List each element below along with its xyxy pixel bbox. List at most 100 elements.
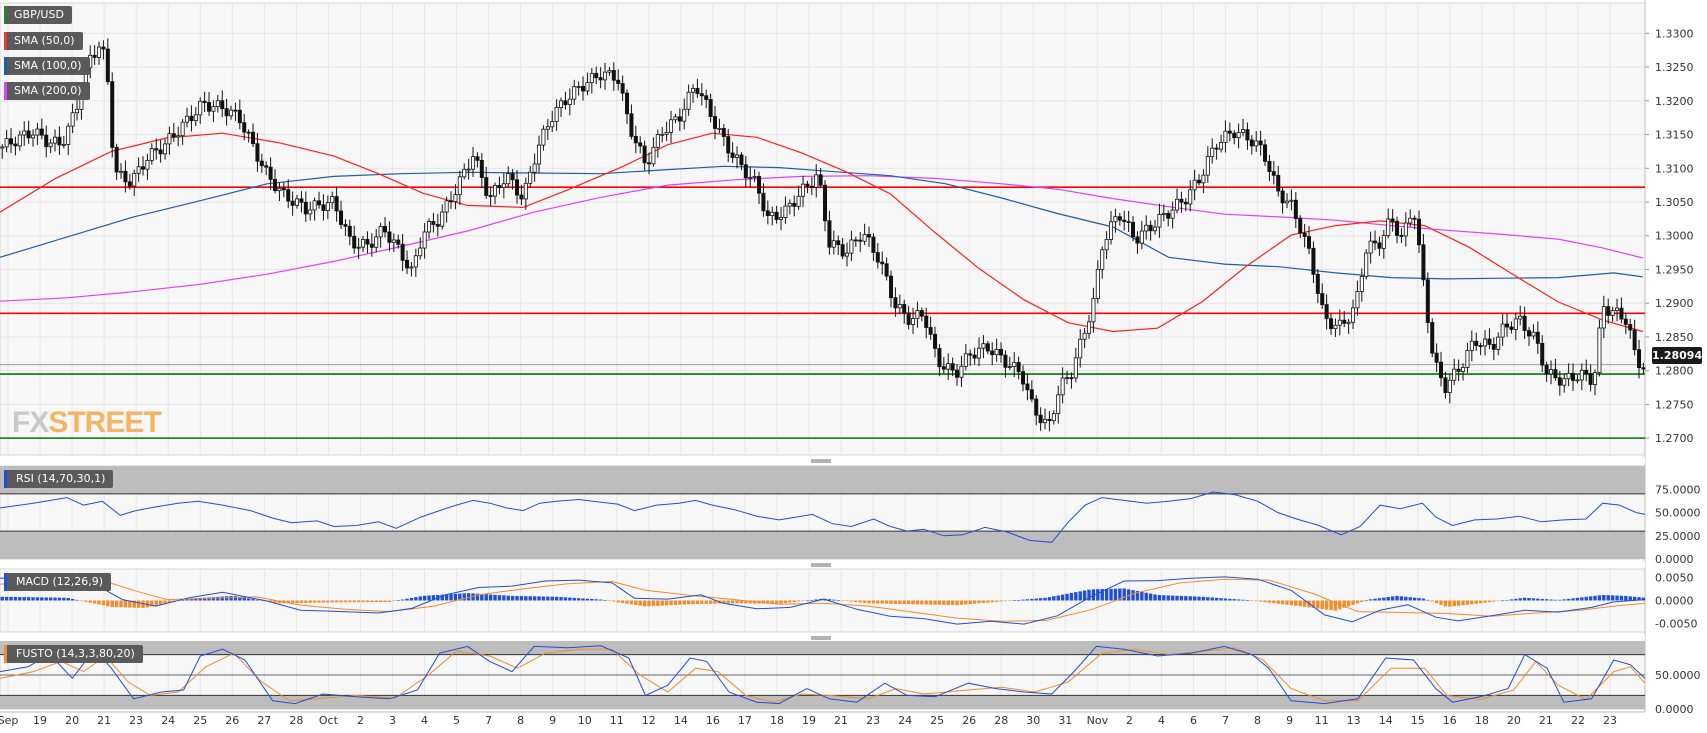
candle-body bbox=[1007, 366, 1012, 368]
candle-body bbox=[277, 187, 282, 192]
macd-histogram-bar bbox=[136, 600, 141, 608]
macd-histogram-bar bbox=[79, 600, 84, 602]
legend-item-sma100[interactable]: SMA (100,0) bbox=[4, 57, 90, 75]
candle-body bbox=[4, 138, 9, 148]
macd-histogram-bar bbox=[581, 598, 585, 601]
candle-body bbox=[1597, 327, 1602, 374]
macd-tick-label: 0.0000 bbox=[1655, 595, 1694, 608]
macd-label[interactable]: MACD (12,26,9) bbox=[4, 573, 112, 591]
macd-histogram-bar bbox=[150, 600, 154, 607]
macd-histogram-bar bbox=[1584, 596, 1588, 601]
macd-histogram-bar bbox=[1536, 598, 1540, 601]
candle-body bbox=[215, 100, 220, 107]
candle-body bbox=[154, 148, 159, 151]
macd-histogram-bar bbox=[1091, 589, 1096, 601]
candle-body bbox=[9, 138, 14, 145]
candle-body bbox=[453, 194, 458, 203]
legend-item-symbol[interactable]: GBP/USD bbox=[4, 6, 72, 24]
macd-histogram-bar bbox=[744, 600, 748, 604]
candle-body bbox=[308, 209, 313, 215]
candle-body bbox=[1285, 200, 1290, 204]
candle-body bbox=[1500, 323, 1505, 338]
rsi-tick-label: 50.0000 bbox=[1655, 507, 1701, 520]
macd-histogram-bar bbox=[946, 600, 950, 605]
candle-body bbox=[726, 136, 731, 154]
macd-histogram-bar bbox=[44, 597, 48, 601]
macd-histogram-bar bbox=[528, 596, 532, 601]
candle-body bbox=[761, 192, 766, 212]
macd-histogram-bar bbox=[1628, 596, 1632, 601]
candle-body bbox=[1065, 377, 1070, 379]
legend-item-sma50[interactable]: SMA (50,0) bbox=[4, 32, 83, 50]
candle-body bbox=[295, 198, 300, 206]
rsi-label[interactable]: RSI (14,70,30,1) bbox=[4, 470, 114, 488]
macd-histogram-bar bbox=[933, 600, 937, 605]
macd-histogram-bar bbox=[598, 599, 603, 601]
macd-histogram-bar bbox=[585, 598, 590, 601]
x-tick-label: 8 bbox=[1254, 714, 1261, 727]
macd-histogram-bar bbox=[1549, 599, 1553, 601]
candle-body bbox=[1241, 129, 1246, 133]
macd-histogram-bar bbox=[1412, 597, 1417, 601]
candle-body bbox=[629, 113, 634, 137]
candle-body bbox=[805, 183, 810, 187]
candle-body bbox=[1315, 273, 1320, 294]
candle-body bbox=[1117, 216, 1122, 221]
macd-histogram-bar bbox=[1329, 600, 1333, 611]
macd-histogram-bar bbox=[713, 600, 717, 604]
candle-body bbox=[123, 170, 128, 183]
candle-body bbox=[792, 202, 797, 207]
candle-body bbox=[1298, 218, 1303, 234]
macd-histogram-bar bbox=[814, 599, 818, 601]
macd-histogram-bar bbox=[920, 600, 924, 605]
macd-histogram-bar bbox=[475, 593, 480, 601]
candle-body bbox=[1302, 232, 1307, 237]
macd-histogram-bar bbox=[1456, 600, 1461, 606]
x-tick-label: 23 bbox=[129, 714, 143, 727]
stoch-label[interactable]: FUSTO (14,3,3,80,20) bbox=[4, 645, 143, 663]
candle-body bbox=[1087, 321, 1092, 334]
candle-body bbox=[75, 109, 80, 114]
candle-body bbox=[1267, 160, 1272, 172]
candle-body bbox=[97, 46, 102, 58]
candle-body bbox=[471, 156, 476, 170]
x-tick-label: 22 bbox=[1571, 714, 1585, 727]
candle-body bbox=[1513, 318, 1518, 330]
macd-histogram-bar bbox=[233, 596, 238, 601]
macd-histogram-bar bbox=[801, 600, 805, 602]
x-tick-label: 16 bbox=[1443, 714, 1457, 727]
macd-histogram-bar bbox=[1113, 588, 1118, 601]
macd-histogram-bar bbox=[550, 596, 554, 601]
macd-histogram-bar bbox=[603, 600, 607, 601]
candle-body bbox=[422, 231, 427, 249]
macd-histogram-bar bbox=[255, 599, 260, 601]
macd-histogram-bar bbox=[854, 600, 858, 602]
macd-histogram-bar bbox=[167, 600, 172, 603]
candle-body bbox=[383, 225, 388, 233]
candle-body bbox=[1276, 174, 1281, 192]
macd-histogram-bar bbox=[999, 600, 1003, 602]
macd-histogram-bar bbox=[1487, 600, 1492, 603]
macd-histogram-bar bbox=[480, 593, 484, 601]
macd-histogram-bar bbox=[1250, 600, 1254, 602]
macd-histogram-bar bbox=[748, 600, 752, 604]
candle-body bbox=[475, 156, 480, 161]
macd-histogram-bar bbox=[462, 593, 466, 601]
candle-body bbox=[1628, 324, 1633, 331]
macd-histogram-bar bbox=[141, 600, 145, 608]
macd-histogram-bar bbox=[1417, 598, 1421, 601]
macd-histogram-bar bbox=[1355, 600, 1360, 604]
x-tick-label: 24 bbox=[898, 714, 912, 727]
candle-body bbox=[937, 347, 942, 368]
candle-body bbox=[1386, 218, 1391, 236]
candle-body bbox=[1122, 219, 1127, 222]
candle-body bbox=[343, 224, 348, 227]
legend-item-sma200[interactable]: SMA (200,0) bbox=[4, 82, 90, 100]
macd-histogram-bar bbox=[770, 600, 774, 604]
macd-histogram-bar bbox=[1382, 597, 1386, 601]
macd-histogram-bar bbox=[1122, 588, 1126, 601]
candle-body bbox=[994, 348, 999, 356]
macd-histogram-bar bbox=[1087, 589, 1091, 601]
macd-histogram-bar bbox=[682, 600, 686, 605]
macd-histogram-bar bbox=[1632, 596, 1637, 601]
